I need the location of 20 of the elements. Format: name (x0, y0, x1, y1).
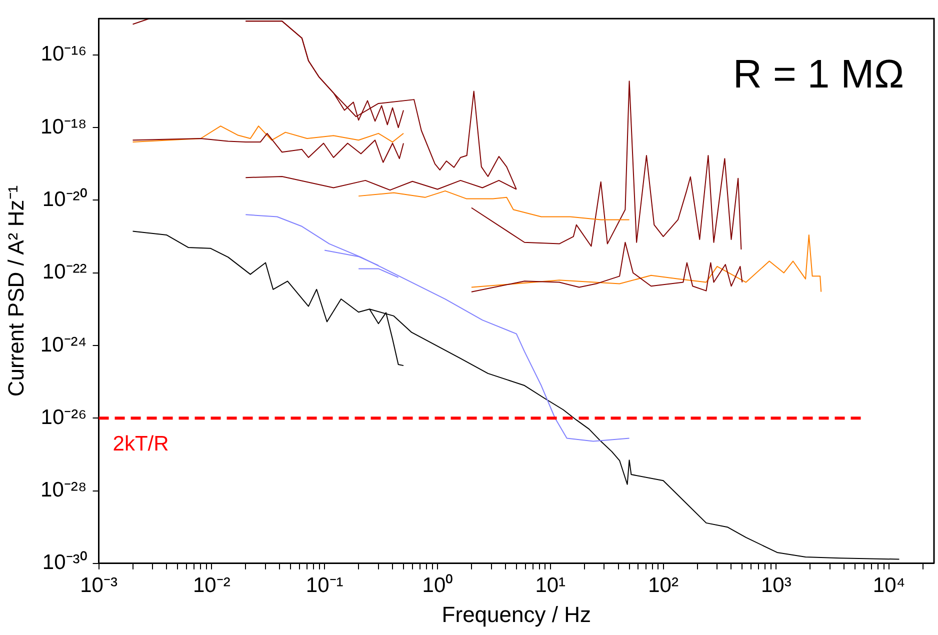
x-tick-label: 10² (648, 574, 678, 597)
y-tick-label: 10⁻²⁶ (40, 406, 87, 429)
y-tick-label: 10⁻²⁰ (42, 188, 87, 211)
y-tick-label: 10⁻²⁴ (40, 333, 87, 356)
y-tick-label: 10⁻³⁰ (42, 551, 87, 574)
x-tick-label: 10⁴ (872, 574, 906, 597)
y-tick-label: 10⁻²² (42, 260, 87, 284)
x-axis-title: Frequency / Hz (442, 602, 591, 627)
x-tick-label: 10⁻² (192, 574, 230, 597)
annotation: R = 1 MΩ (732, 52, 904, 97)
y-tick-label: 10⁻²⁸ (40, 478, 87, 502)
x-tick-label: 10³ (760, 574, 792, 597)
ref-line-label: 2kT/R (112, 432, 169, 456)
y-tick-label: 10⁻¹⁸ (40, 115, 87, 138)
y-axis-title: Current PSD / A² Hz⁻¹ (3, 185, 28, 397)
x-tick-label: 10⁰ (422, 574, 453, 597)
x-tick-label: 10¹ (535, 574, 566, 597)
x-tick-label: 10⁻³ (80, 574, 118, 597)
x-tick-label: 10⁻¹ (306, 574, 344, 597)
y-tick-label: 10⁻¹⁶ (40, 42, 87, 66)
